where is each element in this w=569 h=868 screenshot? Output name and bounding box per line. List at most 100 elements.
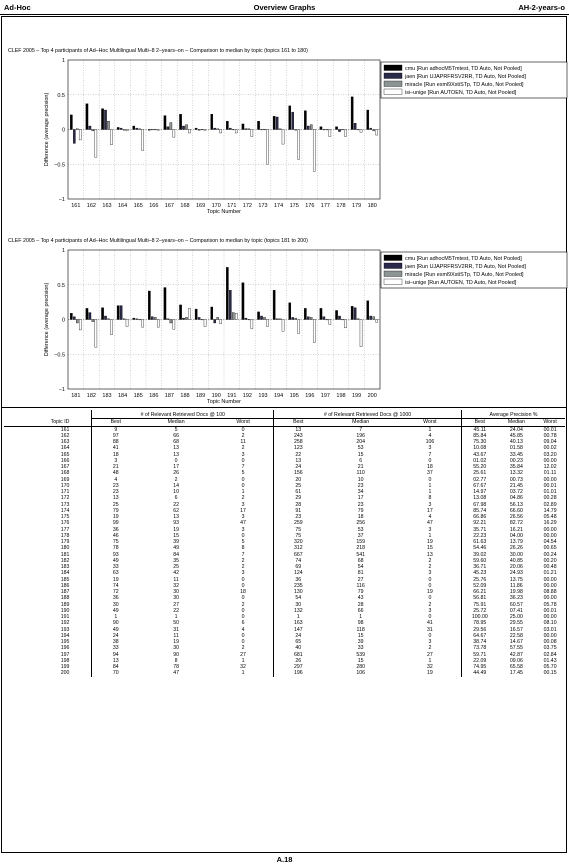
bar-cmu-180 — [366, 109, 370, 130]
table-cell: 29.55 — [509, 620, 523, 627]
bar-jaen-181 — [73, 316, 76, 320]
table-cell: 03.72 — [509, 489, 523, 495]
table-cell: 4 — [241, 626, 245, 633]
bar-miracle-182 — [91, 319, 95, 322]
bar-jaen-183 — [104, 315, 107, 320]
bar-isiunige-174 — [281, 129, 285, 145]
table-cell: 74.95 — [460, 664, 498, 671]
bar-miracle-194 — [278, 318, 282, 320]
bar-miracle-163 — [107, 120, 110, 130]
legend-entry: isi–unige [Run AUTOEN, TD Auto, Not Pool… — [405, 90, 517, 96]
table-cell: 19 — [427, 539, 433, 545]
table-cell: 0 — [241, 607, 245, 614]
table-cell: 39 — [173, 539, 179, 545]
x-tick-label: 161 — [71, 203, 80, 209]
table-cell: 59.60 — [460, 557, 498, 564]
table-row: 183 33 25 2 69 54 2 36.71 20.06 00.48 — [4, 564, 565, 571]
x-tick-label: 182 — [87, 393, 96, 399]
table-cell: 13 — [273, 457, 323, 464]
table-cell: 256 — [356, 520, 365, 527]
topic-id-cell: 168 — [60, 470, 70, 477]
legend-entry: jaen [Run UJAPRFRSV2RR, TD Auto, Not Poo… — [404, 74, 526, 80]
table-cell: 85.74 — [460, 507, 498, 514]
table-cell: 42.87 — [509, 651, 523, 658]
table-cell: 19 — [91, 576, 140, 583]
bar-jaen-171 — [229, 127, 232, 130]
table-cell: 66.21 — [460, 589, 498, 596]
table-cell: 3 — [428, 526, 432, 533]
x-tick-label: 193 — [258, 393, 267, 399]
table-cell: 00.48 — [543, 564, 557, 570]
bar-jaen-198 — [338, 315, 341, 320]
table-cell: 22 — [173, 607, 179, 614]
table-cell: 66.86 — [460, 514, 498, 521]
table-row: 167 21 17 7 24 21 18 55.20 35.84 12.02 — [4, 464, 565, 471]
bar-cmu-196 — [304, 308, 307, 320]
table-cell: 0 — [428, 576, 432, 583]
bar-isiunige-181 — [78, 319, 82, 331]
bar-isiunige-185 — [141, 319, 144, 328]
table-cell: 8 — [428, 495, 432, 502]
table-cell: 39 — [357, 639, 364, 645]
table-cell: 312 — [273, 545, 323, 552]
column-header: Best — [91, 418, 140, 427]
legend-entry: cmu [Run adhocM5Tmtest, TD Auto, Not Poo… — [405, 66, 522, 72]
bar-jaen-169 — [197, 129, 201, 131]
legend-swatch — [383, 88, 403, 95]
table-cell: 196 — [356, 432, 365, 439]
table-cell: 90 — [173, 651, 179, 658]
table-cell: 11.86 — [510, 582, 523, 589]
table-cell: 10 — [173, 489, 179, 495]
x-tick-label: 199 — [352, 393, 361, 399]
table-cell: 10.08 — [460, 445, 498, 452]
table-cell: 11 — [173, 632, 179, 639]
table-cell: 36.23 — [509, 595, 523, 602]
column-header: Median — [322, 418, 399, 427]
legend-swatch — [383, 262, 403, 269]
table-row: 197 94 90 27 681 539 27 59.71 42.87 02.84 — [4, 651, 565, 658]
table-cell: 8 — [174, 657, 178, 664]
table-cell: 29.56 — [460, 626, 498, 633]
table-cell: 2 — [174, 476, 178, 483]
bar-isiunige-170 — [219, 129, 222, 134]
table-cell: 20 — [273, 476, 323, 483]
table-cell: 1 — [174, 614, 178, 620]
x-tick-label: 185 — [134, 393, 143, 399]
table-cell: 3 — [241, 451, 245, 458]
table-cell: 00.00 — [543, 532, 557, 539]
table-cell: 99 — [91, 520, 140, 527]
group-header-docs-100: # of Relevant Retrieved Docs @ 100 — [91, 410, 274, 420]
bar-jaen-185 — [135, 318, 138, 320]
table-cell: 1 — [241, 657, 245, 664]
bar-miracle-196 — [310, 317, 313, 320]
header-right: AH-2-years-o — [518, 3, 565, 12]
table-cell: 09.06 — [509, 657, 523, 664]
bar-isiunige-173 — [266, 129, 269, 165]
table-cell: 49 — [91, 626, 140, 633]
topic-id-cell: 184 — [60, 570, 70, 577]
table-cell: 21 — [91, 464, 140, 471]
table-cell: 21 — [357, 464, 364, 470]
x-tick-label: 189 — [196, 393, 205, 399]
x-tick-label: 192 — [243, 393, 252, 399]
table-cell: 0 — [241, 582, 245, 589]
table-cell: 79 — [357, 507, 364, 514]
bar-jaen-188 — [182, 317, 185, 320]
table-cell: 13 — [273, 426, 323, 433]
x-tick-label: 195 — [290, 393, 299, 399]
table-cell: 32 — [427, 664, 433, 670]
bar-jaen-194 — [275, 318, 279, 320]
x-tick-label: 169 — [196, 203, 205, 209]
results-table: # of Relevant Retrieved Docs @ 100 # of … — [4, 410, 565, 677]
table-row: 174 79 62 17 91 79 17 85.74 66.60 14.79 — [4, 507, 565, 514]
table-cell: 297 — [273, 664, 323, 671]
topic-id-cell: 179 — [60, 539, 70, 545]
table-row: 187 72 30 18 130 79 19 66.21 19.98 08.88 — [4, 589, 565, 596]
table-cell: 3 — [428, 607, 432, 614]
table-row: 165 18 13 3 22 15 7 43.67 33.45 03.20 — [4, 451, 565, 458]
x-tick-label: 166 — [149, 203, 158, 209]
table-cell: 47 — [427, 520, 433, 527]
table-cell: 38.74 — [460, 639, 498, 646]
bar-jaen-162 — [88, 125, 92, 130]
table-row: 177 36 19 3 75 53 3 35.71 16.21 00.00 — [4, 526, 565, 533]
